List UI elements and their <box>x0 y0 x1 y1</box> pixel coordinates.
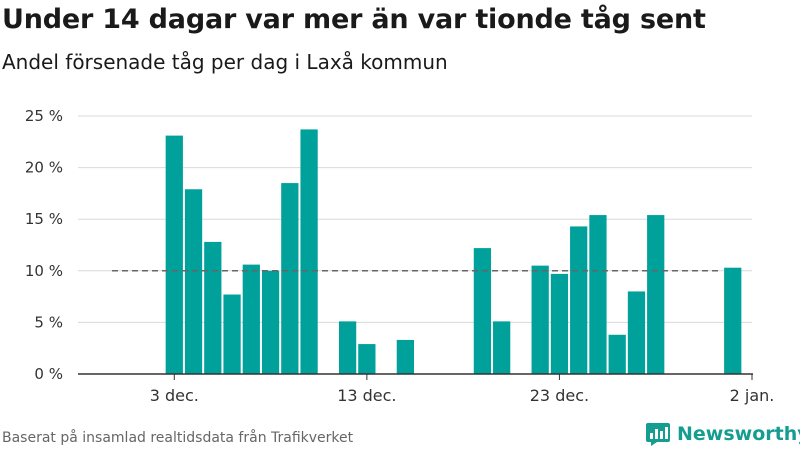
bar <box>204 241 222 374</box>
bar <box>165 135 183 374</box>
y-tick-label: 25 % <box>25 107 63 125</box>
bar <box>627 291 646 374</box>
newsworthy-logo: Newsworthy <box>645 420 800 448</box>
bar <box>242 264 260 374</box>
bar <box>261 270 280 374</box>
y-tick-label: 15 % <box>25 210 63 228</box>
bar <box>724 267 742 374</box>
brand-name: Newsworthy <box>677 423 800 445</box>
bar <box>550 273 569 374</box>
bar-chart: 0 % 5 % 10 % 15 % 20 % 25 % 3 dec. 13 dec. 23 de… <box>25 107 775 405</box>
bar <box>281 183 299 374</box>
bar <box>300 129 318 374</box>
x-tick-label: 13 dec. <box>337 386 396 405</box>
bar <box>338 321 357 374</box>
newsworthy-chart-icon <box>646 423 670 446</box>
bar <box>473 248 492 374</box>
bar <box>570 226 588 374</box>
chart-subtitle: Andel försenade tåg per dag i Laxå kommu… <box>2 50 448 74</box>
bar <box>531 265 549 374</box>
bar <box>647 215 665 374</box>
source-note: Baserat på insamlad realtidsdata från Tr… <box>2 430 354 446</box>
x-tick-label: 2 jan. <box>730 386 775 405</box>
y-tick-label: 0 % <box>34 365 63 383</box>
y-tick-label: 5 % <box>34 313 63 331</box>
bar <box>184 189 203 374</box>
chart-title: Under 14 dagar var mer än var tionde tåg… <box>2 4 706 35</box>
x-tick-label: 23 dec. <box>530 386 589 405</box>
bar <box>608 334 626 374</box>
bar <box>396 339 414 374</box>
y-tick-label: 20 % <box>25 159 63 177</box>
x-tick-label: 3 dec. <box>150 386 199 405</box>
bar <box>589 215 607 374</box>
y-tick-label: 10 % <box>25 262 63 280</box>
bar <box>358 344 376 374</box>
bar <box>223 294 241 374</box>
bar <box>493 321 511 374</box>
